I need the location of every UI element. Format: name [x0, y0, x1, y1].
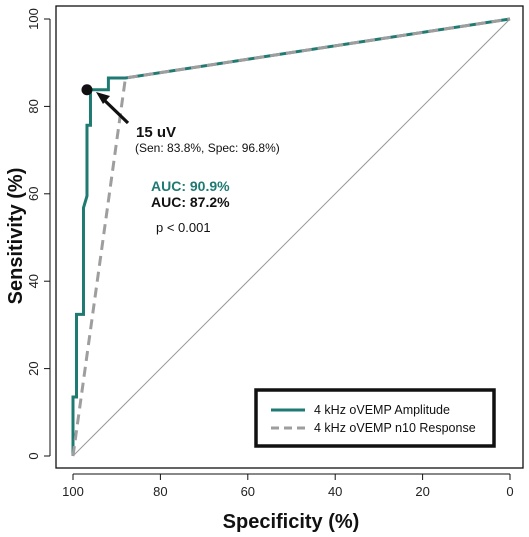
y-tick-label: 80 — [26, 99, 41, 113]
y-tick-label: 60 — [26, 187, 41, 201]
auc-n10-label: AUC: 87.2% — [151, 194, 230, 210]
series-layer — [71, 17, 511, 457]
x-tick-label: 0 — [506, 484, 513, 499]
p-value-label: p < 0.001 — [156, 220, 211, 235]
cutoff-arrowhead — [96, 92, 110, 104]
reference-diagonal-line — [72, 18, 511, 457]
x-tick-label: 100 — [62, 484, 84, 499]
x-ticks: 100 80 60 40 20 0 — [62, 474, 514, 499]
x-tick-label: 80 — [153, 484, 167, 499]
x-tick-label: 40 — [328, 484, 342, 499]
legend-box — [254, 388, 496, 448]
cutoff-point-marker — [81, 84, 93, 96]
plot-frame — [55, 5, 524, 469]
x-axis-title: Specificity (%) — [223, 511, 360, 533]
legend-label-n10: 4 kHz oVEMP n10 Response — [314, 421, 476, 435]
y-tick-label: 40 — [26, 274, 41, 288]
y-ticks: 0 20 40 60 80 100 — [26, 8, 50, 460]
series-line-amplitude — [71, 17, 511, 456]
legend-label-amplitude: 4 kHz oVEMP Amplitude — [314, 403, 450, 417]
cutoff-detail: (Sen: 83.8%, Spec: 96.8%) — [135, 141, 280, 155]
cutoff-annotation: 15 uV (Sen: 83.8%, Spec: 96.8%) — [81, 84, 280, 155]
x-tick-label: 60 — [241, 484, 255, 499]
auc-amplitude-label: AUC: 90.9% — [151, 178, 230, 194]
y-tick-label: 0 — [26, 452, 41, 459]
cutoff-arrow — [99, 95, 130, 125]
x-tick-label: 20 — [415, 484, 429, 499]
legend: 4 kHz oVEMP Amplitude 4 kHz oVEMP n10 Re… — [254, 388, 496, 448]
y-axis-title: Sensitivity (%) — [5, 168, 27, 305]
y-tick-label: 100 — [26, 8, 41, 30]
cutoff-label: 15 uV — [136, 124, 176, 141]
y-tick-label: 20 — [26, 361, 41, 375]
series-line-n10 — [71, 17, 511, 457]
